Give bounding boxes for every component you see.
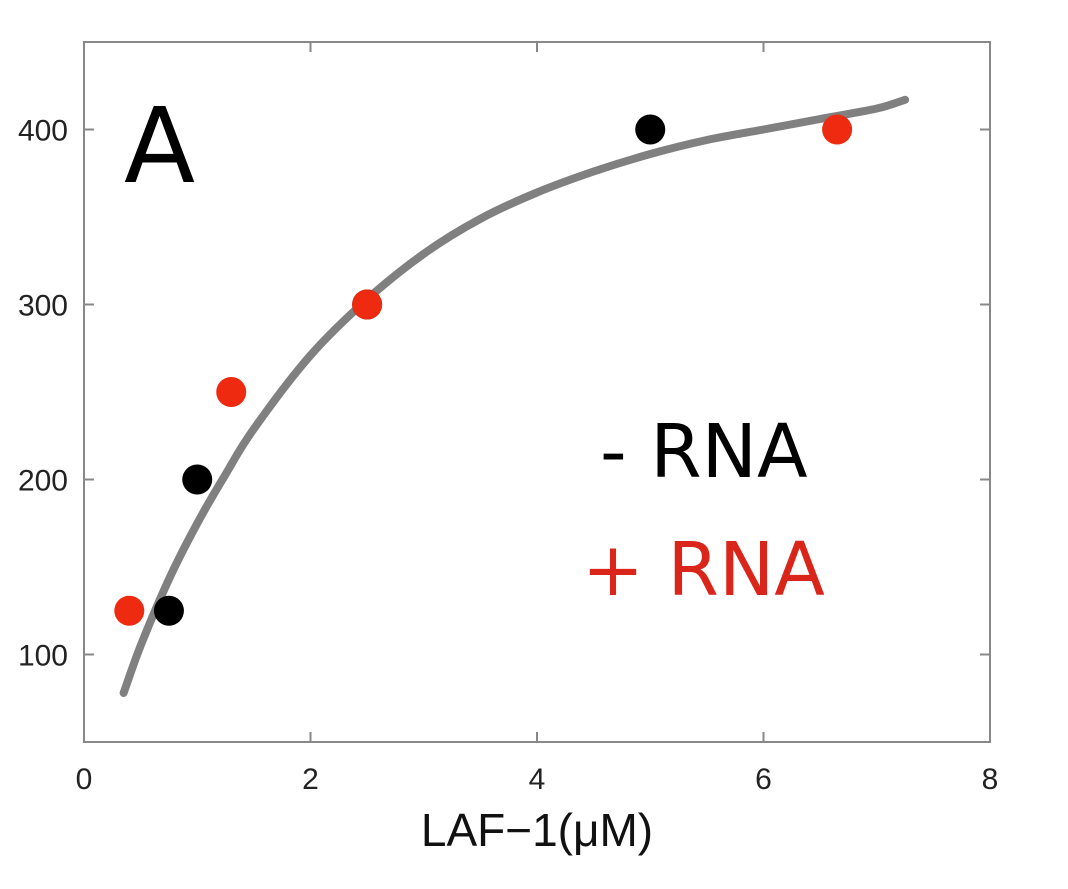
data-point-plus-rna bbox=[822, 114, 853, 145]
data-point-minus-rna bbox=[182, 464, 213, 495]
x-axis: 0 2 4 6 8 bbox=[76, 42, 999, 796]
x-axis-label: LAF−1(μM) bbox=[421, 804, 653, 856]
x-tick-label: 0 bbox=[76, 763, 93, 796]
x-tick-label: 4 bbox=[529, 763, 546, 796]
y-tick-label: 300 bbox=[18, 290, 68, 323]
x-tick-label: 2 bbox=[302, 763, 319, 796]
data-points bbox=[114, 114, 853, 626]
panel-label: A bbox=[124, 85, 195, 207]
fit-curve bbox=[119, 95, 910, 697]
data-point-minus-rna bbox=[635, 114, 666, 145]
x-tick-label: 6 bbox=[755, 763, 772, 796]
data-point-plus-rna bbox=[114, 595, 145, 626]
legend-entry-minus-rna: - RNA bbox=[600, 409, 808, 495]
y-axis: 100 200 300 400 bbox=[18, 115, 990, 673]
y-tick-label: 400 bbox=[18, 115, 68, 148]
data-point-minus-rna bbox=[153, 595, 184, 626]
x-tick-label: 8 bbox=[982, 763, 999, 796]
legend-entry-plus-rna: + RNA bbox=[582, 527, 825, 613]
data-point-plus-rna bbox=[216, 377, 247, 407]
data-point-plus-rna bbox=[352, 289, 383, 320]
y-tick-label: 200 bbox=[18, 465, 68, 498]
y-tick-label: 100 bbox=[18, 640, 68, 673]
